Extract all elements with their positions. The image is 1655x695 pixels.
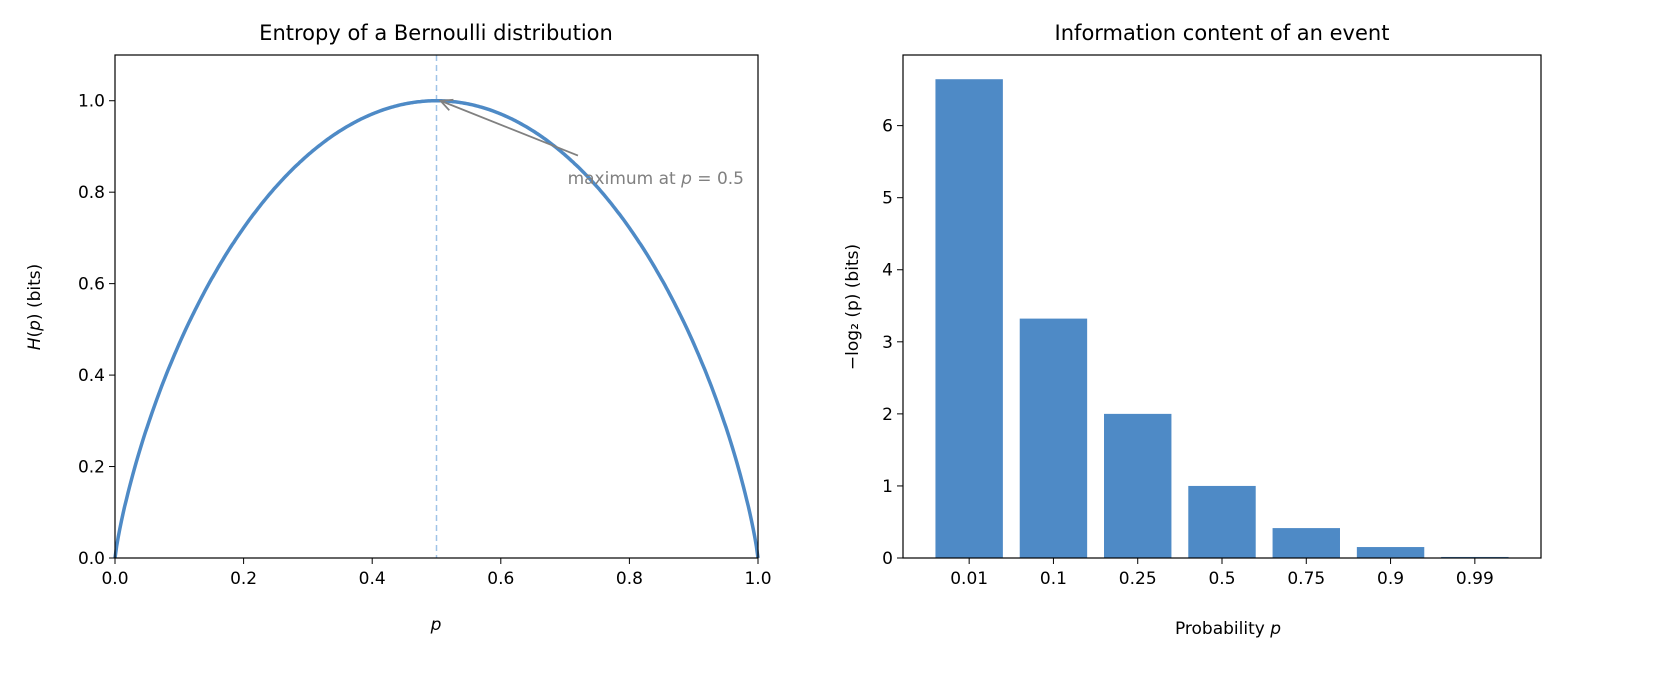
axes-frame xyxy=(114,54,759,559)
bar xyxy=(1019,318,1088,558)
bar xyxy=(1104,413,1172,558)
chart-title: Entropy of a Bernoulli distribution xyxy=(259,21,613,45)
y-tick-label: 6 xyxy=(882,117,893,137)
x-tick-label: 0.4 xyxy=(359,569,386,589)
bar xyxy=(1356,547,1425,558)
x-tick-label: 0.9 xyxy=(1377,569,1404,589)
y-tick-label: 0.0 xyxy=(78,549,105,569)
y-tick-label: 2 xyxy=(882,405,893,425)
y-axis-label: −log₂ (p) (bits) xyxy=(843,244,863,370)
annotation-suffix: = 0.5 xyxy=(692,169,744,189)
y-tick-label: 3 xyxy=(882,333,893,353)
y-tick-label: 5 xyxy=(882,189,893,209)
arrow-head xyxy=(438,98,454,111)
annotation-var: p xyxy=(680,169,692,189)
x-axis-label: Probability p xyxy=(1175,619,1281,639)
chart-title: Information content of an event xyxy=(1055,21,1390,45)
entropy-chart: Entropy of a Bernoulli distribution p H(… xyxy=(25,21,772,635)
y-tick-label: 0.8 xyxy=(78,183,105,203)
x-tick-label: 1.0 xyxy=(744,569,771,589)
y-tick-label: 1 xyxy=(882,477,893,497)
information-chart: Information content of an event Probabil… xyxy=(843,21,1542,639)
x-tick-label: 0.75 xyxy=(1287,569,1325,589)
y-tick-label: 0 xyxy=(882,549,893,569)
x-tick-label: 0.99 xyxy=(1456,569,1494,589)
x-tick-label: 0.1 xyxy=(1040,569,1067,589)
y-tick-label: 0.4 xyxy=(78,366,105,386)
x-tick-label: 0.01 xyxy=(950,569,988,589)
x-axis-label: p xyxy=(430,615,442,635)
annotation-text: maximum at p = 0.5 xyxy=(568,169,744,189)
x-tick-label: 0.2 xyxy=(230,569,257,589)
x-tick-label: 0.6 xyxy=(487,569,514,589)
bar xyxy=(1188,485,1256,558)
x-tick-label: 0.25 xyxy=(1119,569,1157,589)
x-tick-label: 0.5 xyxy=(1208,569,1235,589)
y-tick-label: 0.6 xyxy=(78,275,105,295)
x-tick-label: 0.8 xyxy=(616,569,643,589)
bar xyxy=(1272,528,1340,558)
y-tick-label: 4 xyxy=(882,261,893,281)
y-tick-label: 0.2 xyxy=(78,458,105,478)
annotation-prefix: maximum at xyxy=(568,169,682,189)
y-axis-label: H(p) (bits) xyxy=(25,264,45,351)
annotation-arrow xyxy=(440,99,579,157)
y-tick-label: 1.0 xyxy=(78,92,105,112)
entropy-line xyxy=(113,98,760,559)
x-tick-label: 0.0 xyxy=(101,569,128,589)
bar xyxy=(935,79,1003,558)
